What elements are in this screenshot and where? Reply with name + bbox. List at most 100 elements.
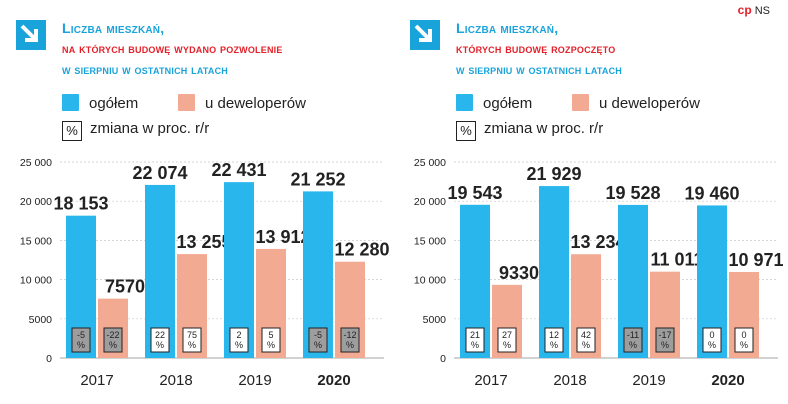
data-label: 18 153 <box>53 194 108 214</box>
y-tick-label: 10 000 <box>414 275 446 287</box>
y-tick-label: 25 000 <box>414 157 446 169</box>
data-label: 21 252 <box>290 169 345 189</box>
change-percent-sign: % <box>267 340 275 350</box>
legend-change: % zmiana w proc. r/r <box>62 120 209 141</box>
data-label: 10 971 <box>728 250 783 270</box>
y-tick-label: 5000 <box>29 314 53 326</box>
y-tick-label: 0 <box>440 353 446 365</box>
data-label: 12 280 <box>334 240 389 260</box>
left-panel: Liczba mieszkań, na których budowę wydan… <box>16 18 390 389</box>
legend-item-total: ogółem <box>62 94 139 112</box>
x-tick-label: 2020 <box>711 372 744 389</box>
change-percent-sign: % <box>708 340 716 350</box>
x-tick-label: 2017 <box>474 372 507 389</box>
y-tick-label: 20 000 <box>20 196 52 208</box>
change-badge <box>103 327 123 353</box>
x-tick-label: 2020 <box>317 372 350 389</box>
data-label: 21 929 <box>526 164 581 184</box>
data-label: 19 543 <box>447 183 502 203</box>
change-badge <box>544 327 564 353</box>
legend-label-total: ogółem <box>89 95 139 112</box>
data-label: 22 074 <box>132 163 187 183</box>
legend-change: % zmiana w proc. r/r <box>456 120 603 141</box>
x-tick-label: 2019 <box>238 372 271 389</box>
legend-item-dev: u deweloperów <box>178 94 306 112</box>
title-line2: których budowę rozpoczęto <box>456 42 616 56</box>
chart-starts: 0 5000 10 000 15 000 20 000 25 000 19 543 21% 93… <box>414 157 784 389</box>
chart-title: Liczba mieszkań, których budowę rozpoczę… <box>456 18 622 81</box>
y-tick-label: 15 000 <box>414 235 446 247</box>
arrow-down-right-icon <box>410 20 440 50</box>
data-label: 19 528 <box>605 183 660 203</box>
legend-label-total: ogółem <box>483 95 533 112</box>
data-label: 9330 <box>499 263 539 283</box>
legend-item-total: ogółem <box>456 94 533 112</box>
change-value: 12 <box>549 330 559 340</box>
data-label: 13 234 <box>570 232 625 252</box>
change-value: -17 <box>658 330 671 340</box>
legend-label-dev: u deweloperów <box>205 95 306 112</box>
change-percent-sign: % <box>740 340 748 350</box>
y-tick-label: 15 000 <box>20 235 52 247</box>
y-tick-label: 10 000 <box>20 275 52 287</box>
y-tick-label: 25 000 <box>20 157 52 169</box>
change-badge <box>182 327 202 353</box>
title-line1: Liczba mieszkań, <box>62 20 165 36</box>
arrow-down-right-icon <box>16 20 46 50</box>
legend-label-change: zmiana w proc. r/r <box>90 120 210 137</box>
right-panel: cp NS Liczba mieszkań, których budowę ro… <box>394 0 788 404</box>
change-percent-sign: % <box>314 340 322 350</box>
change-percent-sign: % <box>629 340 637 350</box>
change-percent-sign: % <box>471 340 479 350</box>
change-value: 42 <box>581 330 591 340</box>
change-percent-sign: % <box>550 340 558 350</box>
change-value: -12 <box>343 330 356 340</box>
change-percent-sign: % <box>582 340 590 350</box>
change-badge <box>150 327 170 353</box>
legend-swatch-dev <box>572 94 589 111</box>
percent-icon: % <box>62 121 82 141</box>
legend-label-change: zmiana w proc. r/r <box>484 120 604 137</box>
data-label: 19 460 <box>684 183 739 203</box>
data-label: 13 255 <box>176 232 231 252</box>
x-tick-label: 2018 <box>159 372 192 389</box>
change-badge <box>465 327 485 353</box>
data-label: 13 912 <box>255 227 310 247</box>
change-value: -11 <box>627 330 639 340</box>
change-value: 0 <box>741 330 746 340</box>
legend-swatch-total <box>456 94 473 111</box>
data-label: 11 011 <box>650 250 703 270</box>
x-tick-label: 2017 <box>80 372 113 389</box>
change-percent-sign: % <box>188 340 196 350</box>
y-tick-label: 5000 <box>423 314 447 326</box>
data-label: 22 431 <box>211 160 266 180</box>
change-badge <box>734 327 754 353</box>
title-line3: w sierpniu w ostatnich latach <box>62 63 229 77</box>
y-tick-label: 20 000 <box>414 196 446 208</box>
change-badge <box>576 327 596 353</box>
legend-label-dev: u deweloperów <box>599 95 700 112</box>
copyright-logo: cp <box>737 3 752 17</box>
percent-icon: % <box>456 121 476 141</box>
copyright-author: NS <box>754 5 770 17</box>
change-badge <box>229 327 249 353</box>
legend-item-dev: u deweloperów <box>572 94 700 112</box>
change-value: 2 <box>236 330 241 340</box>
change-value: 75 <box>187 330 197 340</box>
change-value: -5 <box>314 330 322 340</box>
change-badge <box>497 327 517 353</box>
change-badge <box>340 327 360 353</box>
change-value: 27 <box>502 330 512 340</box>
legend-row: ogółem u deweloperów <box>62 94 306 112</box>
change-percent-sign: % <box>661 340 669 350</box>
change-percent-sign: % <box>77 340 85 350</box>
change-badge <box>71 327 91 353</box>
x-tick-label: 2018 <box>553 372 586 389</box>
change-badge <box>308 327 328 353</box>
change-percent-sign: % <box>156 340 164 350</box>
legend-swatch-dev <box>178 94 195 111</box>
change-percent-sign: % <box>109 340 117 350</box>
chart-title: Liczba mieszkań, na których budowę wydan… <box>62 18 283 81</box>
change-percent-sign: % <box>346 340 354 350</box>
